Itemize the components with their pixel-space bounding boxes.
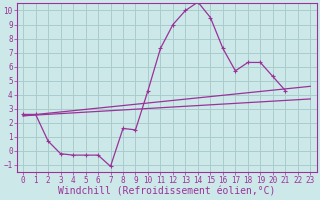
- X-axis label: Windchill (Refroidissement éolien,°C): Windchill (Refroidissement éolien,°C): [58, 187, 276, 197]
